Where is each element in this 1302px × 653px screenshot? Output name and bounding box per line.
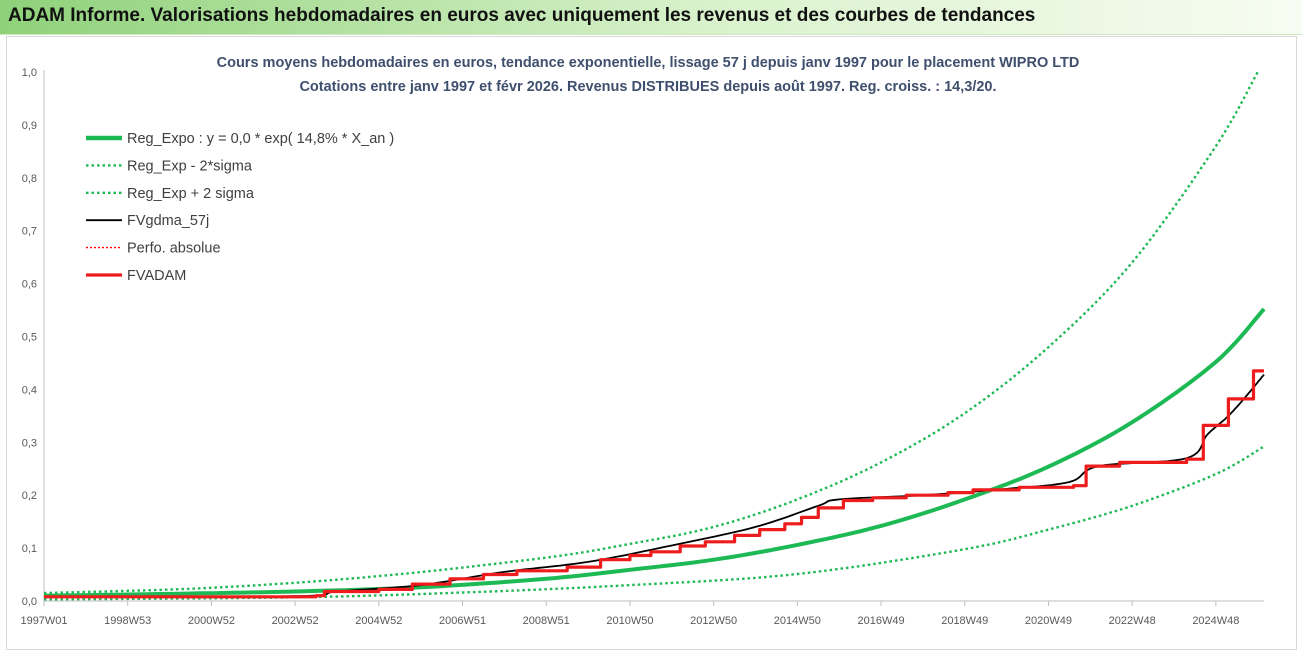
x-tick-label: 2020W49 — [1025, 615, 1072, 627]
x-tick-label: 1997W01 — [20, 615, 67, 627]
y-tick-label: 0,0 — [22, 596, 37, 608]
y-tick-label: 0,1 — [22, 543, 37, 555]
legend-label-0: Reg_Expo : y = 0,0 * exp( 14,8% * X_an ) — [127, 131, 394, 147]
chart-axes: 0,0 0,1 0,2 0,3 0,4 0,5 0,6 0,7 0,8 0,9 1,0 1997W01… — [20, 67, 1264, 627]
x-tick-label: 2008W51 — [523, 615, 570, 627]
legend-label-4: Perfo. absolue — [127, 241, 221, 257]
y-tick-label: 0,4 — [22, 384, 37, 396]
x-tick-label: 2012W50 — [690, 615, 737, 627]
x-tick-label: 2006W51 — [439, 615, 486, 627]
chart-plot-area — [43, 71, 1266, 601]
y-tick-label: 0,9 — [22, 120, 37, 132]
series-line-5 — [44, 369, 1264, 599]
y-tick-label: 0,8 — [22, 173, 37, 185]
chart-title: Cours moyens hebdomadaires en euros, ten… — [217, 55, 1080, 71]
legend-label-1: Reg_Exp - 2*sigma — [127, 158, 253, 174]
x-tick-label: 2024W48 — [1192, 615, 1239, 627]
report-title: ADAM Informe. Valorisations hebdomadaire… — [8, 5, 1036, 26]
x-tick-label: 2018W49 — [941, 615, 988, 627]
x-tick-label: 2000W52 — [188, 615, 235, 627]
legend-label-5: FVADAM — [127, 268, 186, 284]
series-line-1 — [43, 445, 1265, 601]
chart-legend: Reg_Expo : y = 0,0 * exp( 14,8% * X_an )… — [86, 131, 394, 284]
legend-label-2: Reg_Exp + 2 sigma — [127, 186, 255, 202]
y-tick-label: 0,2 — [22, 490, 37, 502]
report-banner: ADAM Informe. Valorisations hebdomadaire… — [0, 0, 1302, 35]
y-tick-label: 1,0 — [22, 67, 37, 79]
series-line-0 — [43, 307, 1266, 598]
series-line-2 — [43, 71, 1259, 595]
y-tick-label: 0,3 — [22, 437, 37, 449]
y-tick-label: 0,5 — [22, 332, 37, 344]
x-tick-label: 1998W53 — [104, 615, 151, 627]
chart-frame — [6, 36, 1297, 650]
x-tick-label: 2004W52 — [355, 615, 402, 627]
x-tick-label: 2022W48 — [1109, 615, 1156, 627]
x-tick-label: 2016W49 — [858, 615, 905, 627]
y-tick-label: 0,7 — [22, 226, 37, 238]
y-tick-label: 0,6 — [22, 279, 37, 291]
x-tick-label: 2010W50 — [606, 615, 653, 627]
legend-label-3: FVgdma_57j — [127, 213, 209, 229]
x-tick-label: 2014W50 — [774, 615, 821, 627]
x-tick-label: 2002W52 — [272, 615, 319, 627]
chart-subtitle: Cotations entre janv 1997 et févr 2026. … — [299, 79, 996, 95]
